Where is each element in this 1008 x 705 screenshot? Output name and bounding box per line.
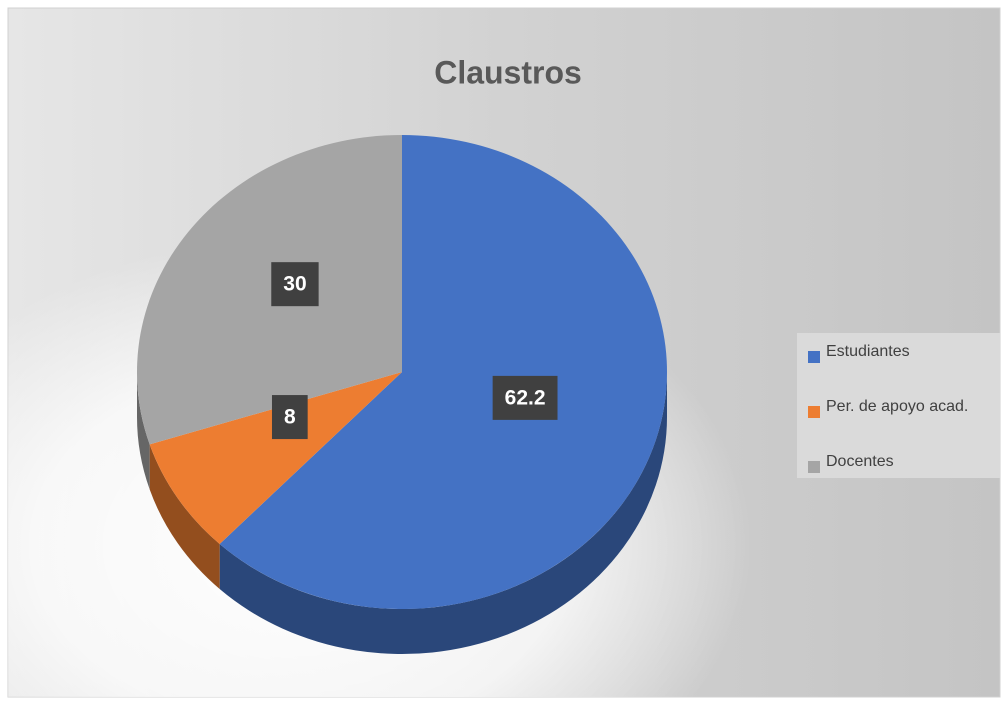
- legend: [797, 333, 1000, 478]
- pie-slice: [149, 372, 402, 544]
- pie-slice-side: [137, 372, 150, 490]
- legend-swatch: [808, 351, 820, 363]
- data-label: 62.2: [505, 386, 546, 409]
- chart-title: Claustros: [434, 54, 582, 90]
- pie-slice: [219, 135, 668, 609]
- pie-slice: [137, 135, 403, 445]
- data-label-box: [271, 262, 319, 307]
- data-label: 8: [284, 406, 296, 429]
- pie-slice-side: [149, 444, 220, 589]
- legend-label: Docentes: [826, 453, 894, 470]
- data-label-box: [492, 375, 558, 420]
- legend-label: Per. de apoyo acad.: [826, 398, 968, 415]
- legend-label: Estudiantes: [826, 343, 910, 360]
- pie-slice-side: [219, 372, 668, 654]
- data-label-box: [271, 395, 308, 440]
- data-label: 30: [283, 273, 306, 296]
- legend-swatch: [808, 461, 820, 473]
- legend-swatch: [808, 406, 820, 418]
